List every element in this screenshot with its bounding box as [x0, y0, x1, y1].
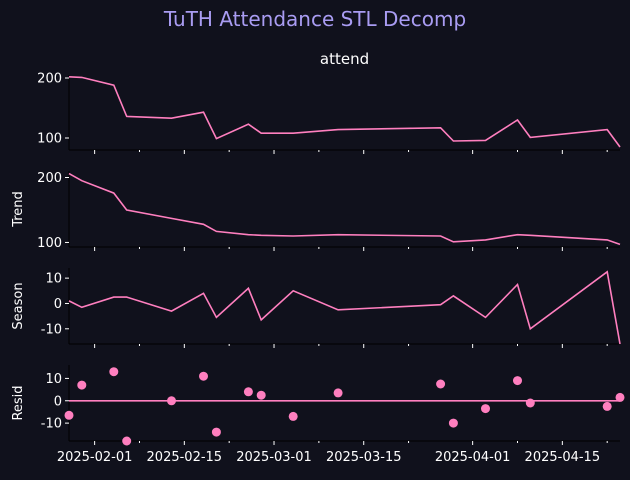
panel-title-attend: attend: [320, 50, 369, 68]
resid-point: [513, 376, 522, 386]
resid-point: [211, 427, 221, 437]
season-y-tick-label: 10: [45, 272, 62, 287]
trend-y-tick-label: 200: [37, 171, 62, 186]
resid-point: [448, 418, 458, 428]
attend-series-line: [68, 76, 621, 148]
resid-y-tick-label: -10: [41, 417, 62, 432]
resid-y-axis-label: Resid: [11, 385, 26, 420]
x-tick-label: 2025-04-15: [525, 450, 601, 465]
panel-trend: 100 200 Trend: [11, 171, 621, 251]
panel-resid: -10 0 10 2025-02-01 2025-02-15 2025-03-01 2025…: [11, 365, 625, 465]
resid-point: [525, 398, 535, 408]
resid-y-tick-label: 0: [54, 394, 62, 409]
resid-point: [602, 401, 612, 411]
resid-point: [77, 380, 87, 390]
x-tick-label: 2025-02-15: [147, 450, 223, 465]
season-y-axis-label: Season: [11, 282, 26, 329]
resid-point: [64, 410, 74, 420]
season-series-line: [68, 270, 621, 345]
figure-title: TuTH Attendance STL Decomp: [163, 7, 466, 31]
attend-y-tick-label: 200: [37, 72, 62, 87]
resid-point: [122, 436, 132, 446]
panels-group: 100 200 attend 100 200 Trend -10 0 10 Season -10 0 1…: [11, 50, 625, 465]
resid-point: [109, 367, 119, 377]
resid-point: [243, 387, 253, 397]
x-tick-label: 2025-02-01: [57, 450, 133, 465]
panel-attend: 100 200 attend: [37, 50, 621, 154]
trend-y-tick-label: 100: [37, 236, 62, 251]
resid-point: [481, 404, 490, 414]
trend-y-axis-label: Trend: [11, 191, 26, 228]
x-tick-label: 2025-03-15: [326, 450, 402, 465]
trend-series-line: [68, 172, 621, 246]
resid-point: [167, 396, 176, 406]
resid-point: [199, 371, 208, 381]
resid-point: [333, 388, 343, 398]
x-tick-label: 2025-03-01: [236, 450, 312, 465]
x-tick-label: 2025-04-01: [435, 450, 511, 465]
season-y-tick-label: -10: [41, 322, 62, 337]
season-y-tick-label: 0: [54, 297, 62, 312]
resid-point: [615, 392, 625, 402]
resid-y-tick-label: 10: [45, 372, 62, 387]
resid-point: [288, 411, 298, 421]
resid-point: [256, 390, 266, 400]
resid-point: [436, 379, 446, 389]
attend-y-tick-label: 100: [37, 132, 62, 147]
panel-season: -10 0 10 Season: [11, 268, 621, 348]
